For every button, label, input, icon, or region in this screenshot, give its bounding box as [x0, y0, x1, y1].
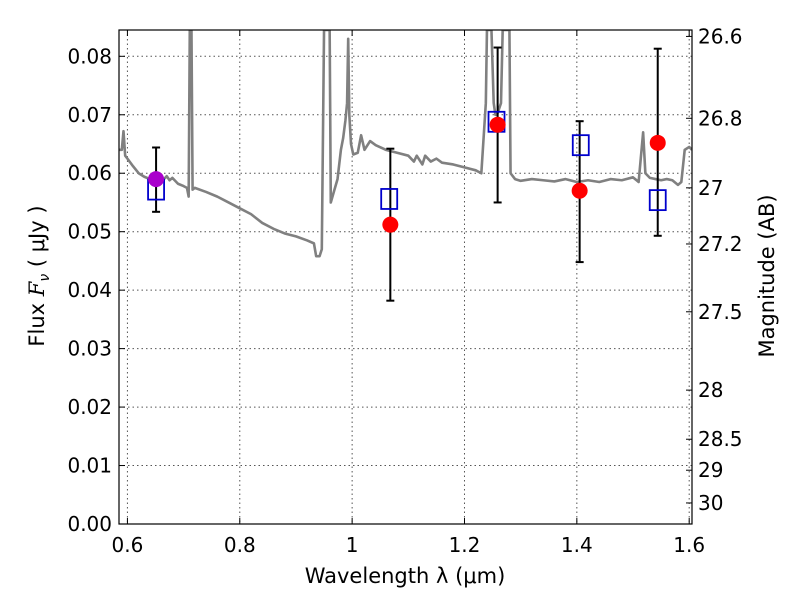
- plot-frame: [118, 29, 693, 525]
- model-photometry-square: [380, 188, 399, 210]
- x-tick-label: 0.6: [112, 533, 144, 557]
- y-tick-label: 0.06: [67, 161, 112, 185]
- x-tick-label: 1.4: [561, 533, 593, 557]
- y-axis-title-suffix: ( μJy ): [25, 205, 49, 273]
- x-tick-label: 1.2: [449, 533, 481, 557]
- y-tick-label: 0.05: [67, 220, 112, 244]
- observed-photometry-point: [148, 171, 165, 188]
- model-photometry-square: [648, 189, 667, 212]
- y-axis-title: Flux Fν ( μJy ): [25, 205, 53, 346]
- observed-photometry-point: [489, 116, 506, 133]
- photometry-layer: [147, 46, 667, 302]
- y-axis-title-subscript: ν: [37, 274, 53, 282]
- y-axis-title-symbol: F: [25, 280, 49, 297]
- y2-tick-label: 27: [698, 176, 723, 200]
- y-tick-label: 0.00: [67, 512, 112, 536]
- spectrum-layer: [119, 30, 692, 258]
- y2-tick-label: 27.2: [698, 232, 743, 256]
- observed-photometry-point: [571, 182, 588, 199]
- model-spectrum-line: [119, 30, 692, 258]
- y-tick-label: 0.07: [67, 103, 112, 127]
- y2-tick-label: 26.8: [698, 106, 743, 130]
- y-tick-label: 0.04: [67, 278, 112, 302]
- x-tick-label: 1.6: [673, 533, 705, 557]
- y2-tick-label: 28.5: [698, 427, 743, 451]
- y-tick-label: 0.02: [67, 395, 112, 419]
- y-axis-title-prefix: Flux: [25, 296, 49, 346]
- grid-lines: [119, 30, 692, 524]
- y-tick-label: 0.01: [67, 454, 112, 478]
- y2-axis-title: Magnitude (AB): [755, 194, 779, 357]
- x-tick-label: 1: [346, 533, 359, 557]
- y2-tick-label: 30: [698, 491, 723, 515]
- observed-photometry-point: [382, 216, 399, 233]
- x-tick-label: 0.8: [224, 533, 256, 557]
- y2-tick-label: 26.6: [698, 24, 743, 48]
- model-photometry-square: [571, 134, 590, 157]
- y-tick-label: 0.03: [67, 337, 112, 361]
- observed-photometry-point: [649, 134, 666, 151]
- y-tick-label: 0.08: [67, 44, 112, 68]
- y2-tick-label: 28: [698, 378, 723, 402]
- y2-tick-label: 29: [698, 458, 723, 482]
- axis-ticks: 0.6 0.8 1 1.2 1.4 1.6 0.00 0.01 0.02 0.03 0.04 0.05…: [67, 24, 742, 557]
- y2-tick-label: 27.5: [698, 300, 743, 324]
- x-axis-title: Wavelength λ (μm): [305, 564, 506, 588]
